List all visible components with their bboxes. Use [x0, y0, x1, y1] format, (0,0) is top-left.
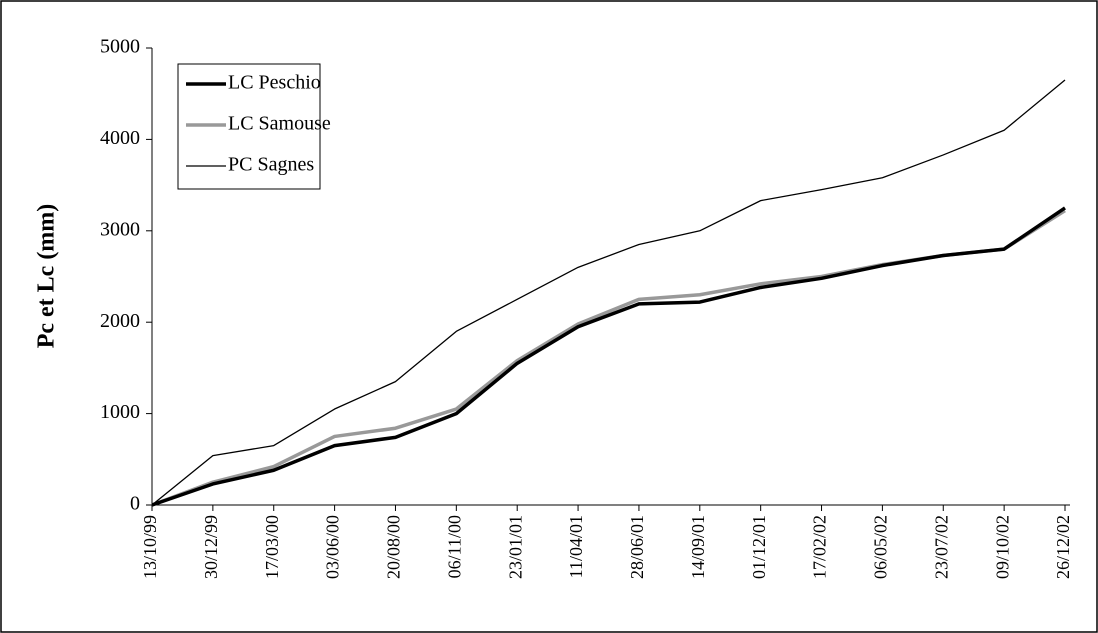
x-tick-label: 09/10/02 [992, 515, 1012, 579]
x-tick-label: 01/12/01 [749, 515, 769, 579]
x-tick-label: 26/12/02 [1053, 515, 1073, 579]
x-tick-label: 17/03/00 [262, 515, 282, 579]
x-tick-label: 13/10/99 [140, 515, 160, 579]
y-tick-label: 2000 [100, 310, 140, 332]
y-tick-label: 1000 [100, 401, 140, 423]
x-tick-label: 17/02/02 [810, 515, 830, 579]
x-tick-label: 23/07/02 [931, 515, 951, 579]
legend-label: PC Sagnes [228, 154, 314, 176]
series-line [151, 206, 1066, 507]
x-tick-label: 23/01/01 [505, 515, 525, 579]
x-tick-label: 20/08/00 [384, 515, 404, 579]
x-tick-label: 11/04/01 [566, 515, 586, 578]
y-tick-label: 4000 [100, 127, 140, 149]
x-tick-label: 06/05/02 [871, 515, 891, 579]
x-tick-label: 14/09/01 [688, 515, 708, 579]
y-tick-label: 3000 [100, 218, 140, 240]
y-tick-label: 5000 [100, 36, 140, 58]
x-tick-label: 28/06/01 [627, 515, 647, 579]
y-axis-label: Pc et Lc (mm) [34, 204, 60, 349]
x-tick-label: 06/11/00 [444, 515, 464, 578]
legend-label: LC Peschio [228, 72, 321, 94]
x-tick-label: 30/12/99 [201, 515, 221, 579]
y-tick-label: 0 [130, 493, 140, 515]
legend-label: LC Samouse [228, 113, 331, 135]
x-tick-label: 03/06/00 [323, 515, 343, 579]
series-line [151, 79, 1066, 506]
